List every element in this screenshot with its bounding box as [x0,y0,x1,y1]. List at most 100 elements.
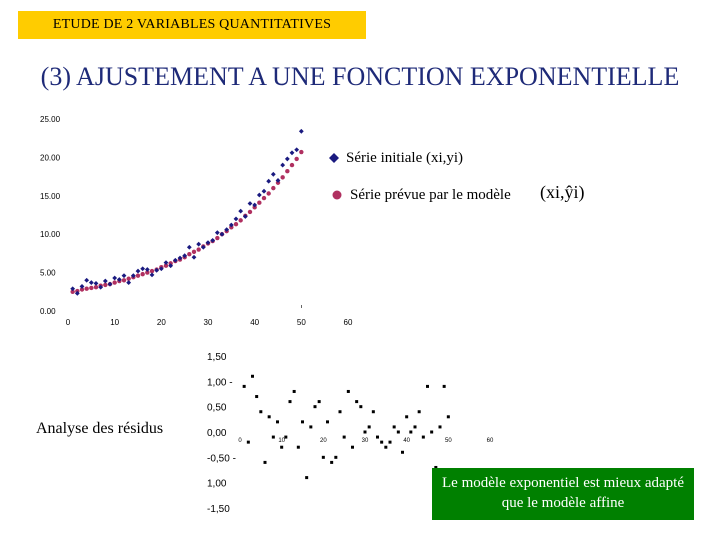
chart1-initial-point [158,266,164,272]
header-badge: ETUDE DE 2 VARIABLES QUANTITATIVES [18,11,366,39]
chart1-initial-point [242,214,248,219]
chart2-x-tick-label: 20 [320,438,327,444]
chart2-residual-point [342,435,346,439]
chart1-predicted-point [289,162,295,168]
chart1-initial-point [191,254,197,260]
chart1-initial-point [130,273,136,279]
chart2-residual-point [326,420,329,424]
chart1-predicted-point [257,200,262,205]
chart1-initial-point [74,290,80,296]
chart1-predicted-point [233,222,239,227]
chart2-y-tick-label: 0,00 [207,428,227,439]
chart1-y-tick-label: 5.00 [40,269,56,278]
chart1-initial-point [112,275,118,281]
chart2-y-tick-label: 1,50 [207,352,227,363]
chart1-initial-point [228,222,234,228]
chart1-predicted-point [112,280,117,285]
chart1-initial-point [168,263,174,269]
chart1-initial-point [182,253,188,259]
chart1-predicted-point [196,247,201,252]
chart2-residual-point [442,384,446,388]
chart2-residual-point [288,400,292,404]
chart1-initial-point [154,267,160,273]
chart1-predicted-point [271,185,276,191]
chart2-residual-point [413,425,417,429]
chart1-x-tick-label: 30 [204,318,213,327]
chart2-residual-point [376,435,379,439]
conclusion-box: Le modèle exponentiel est mieux adapté q… [432,468,694,520]
chart2-residual-point [405,415,409,419]
chart1-predicted-point [135,273,141,278]
chart1-initial-point [280,162,286,168]
chart1-predicted-point [266,191,271,196]
chart1-initial-point [177,255,183,261]
chart2-residual-point [301,420,304,424]
chart1-initial-point [261,188,267,194]
chart2-residual-point [321,455,325,459]
chart1-x-tick-label: 40 [250,318,259,327]
chart1-initial-point [224,227,230,232]
chart2-x-tick-label: 10 [278,438,285,444]
chart2-residual-point [430,430,434,434]
chart1-x-tick-label: 50 [297,318,306,327]
chart1-x-tick-label: 10 [110,318,119,327]
chart1-initial-point [84,277,90,283]
chart2-residual-point [380,440,384,444]
chart2-residual-point [305,476,309,480]
chart2-x-tick-label: 30 [362,438,369,444]
chart1-initial-point [205,240,211,246]
chart2-y-tick-label: -0,50 - [207,453,236,464]
chart1-predicted-point [285,169,290,174]
chart1-predicted-point [121,278,127,283]
chart2-residual-point [284,435,288,439]
chart1-initial-point [144,267,150,272]
chart1-y-tick-label: 10.00 [40,230,61,239]
chart1-initial-point [214,230,220,236]
chart2-x-tick-label: 0 [238,438,242,444]
chart2-residual-point [309,425,313,429]
chart1-predicted-point [70,289,75,294]
chart1-y-tick-label: 15.00 [40,192,61,201]
chart2-residual-point [313,405,317,409]
chart1-initial-point [210,237,216,243]
legend-predicted-label: Série prévue par le modèle [350,187,511,203]
chart2-residual-point [276,420,279,424]
chart2-y-tick-label: 1,00 [207,479,227,490]
chart2-residual-point [330,460,334,464]
chart2-y-tick-label: -1,50 [207,504,230,515]
chart2-residual-point [363,430,367,434]
chart2-residual-point [280,445,284,449]
chart2-residual-point [267,415,271,419]
chart1-initial-point [135,268,141,274]
chart2-residual-point [409,430,413,434]
chart2-residual-point [296,445,300,449]
chart1-x-tick-label: 60 [344,318,353,327]
chart1-predicted-point [140,271,145,277]
page-title: (3) AJUSTEMENT A UNE FONCTION EXPONENTIE… [40,62,680,91]
chart2-residual-point [263,460,267,464]
chart1-predicted-point [126,276,131,281]
chart2-residual-point [355,400,359,404]
chart2-residual-point [259,410,263,414]
chart1-initial-point [98,284,104,290]
chart2-residual-point [246,440,250,444]
chart2-y-tick-label: 1,00 - [207,377,233,388]
chart2-residual-point [317,400,321,404]
chart1-initial-point [88,280,94,285]
chart1-initial-point [289,150,295,156]
chart2-residual-point [426,384,429,388]
chart2-residual-point [388,440,392,444]
chart2-residual-point [351,445,354,449]
chart1-initial-point [298,128,304,134]
chart1-predicted-point [103,282,108,288]
chart2-residual-point [271,435,275,439]
chart1-initial-point [247,201,253,206]
chart2-x-tick-label: 60 [487,438,494,444]
chart2-residual-point [242,384,246,388]
chart2-residual-point [338,410,342,414]
chart1-initial-point [256,192,262,198]
chart1-x-tick-label: 0 [66,318,71,327]
chart2-residual-point [359,405,363,409]
chart1-predicted-point [247,209,253,215]
chart1-initial-point [79,284,85,289]
